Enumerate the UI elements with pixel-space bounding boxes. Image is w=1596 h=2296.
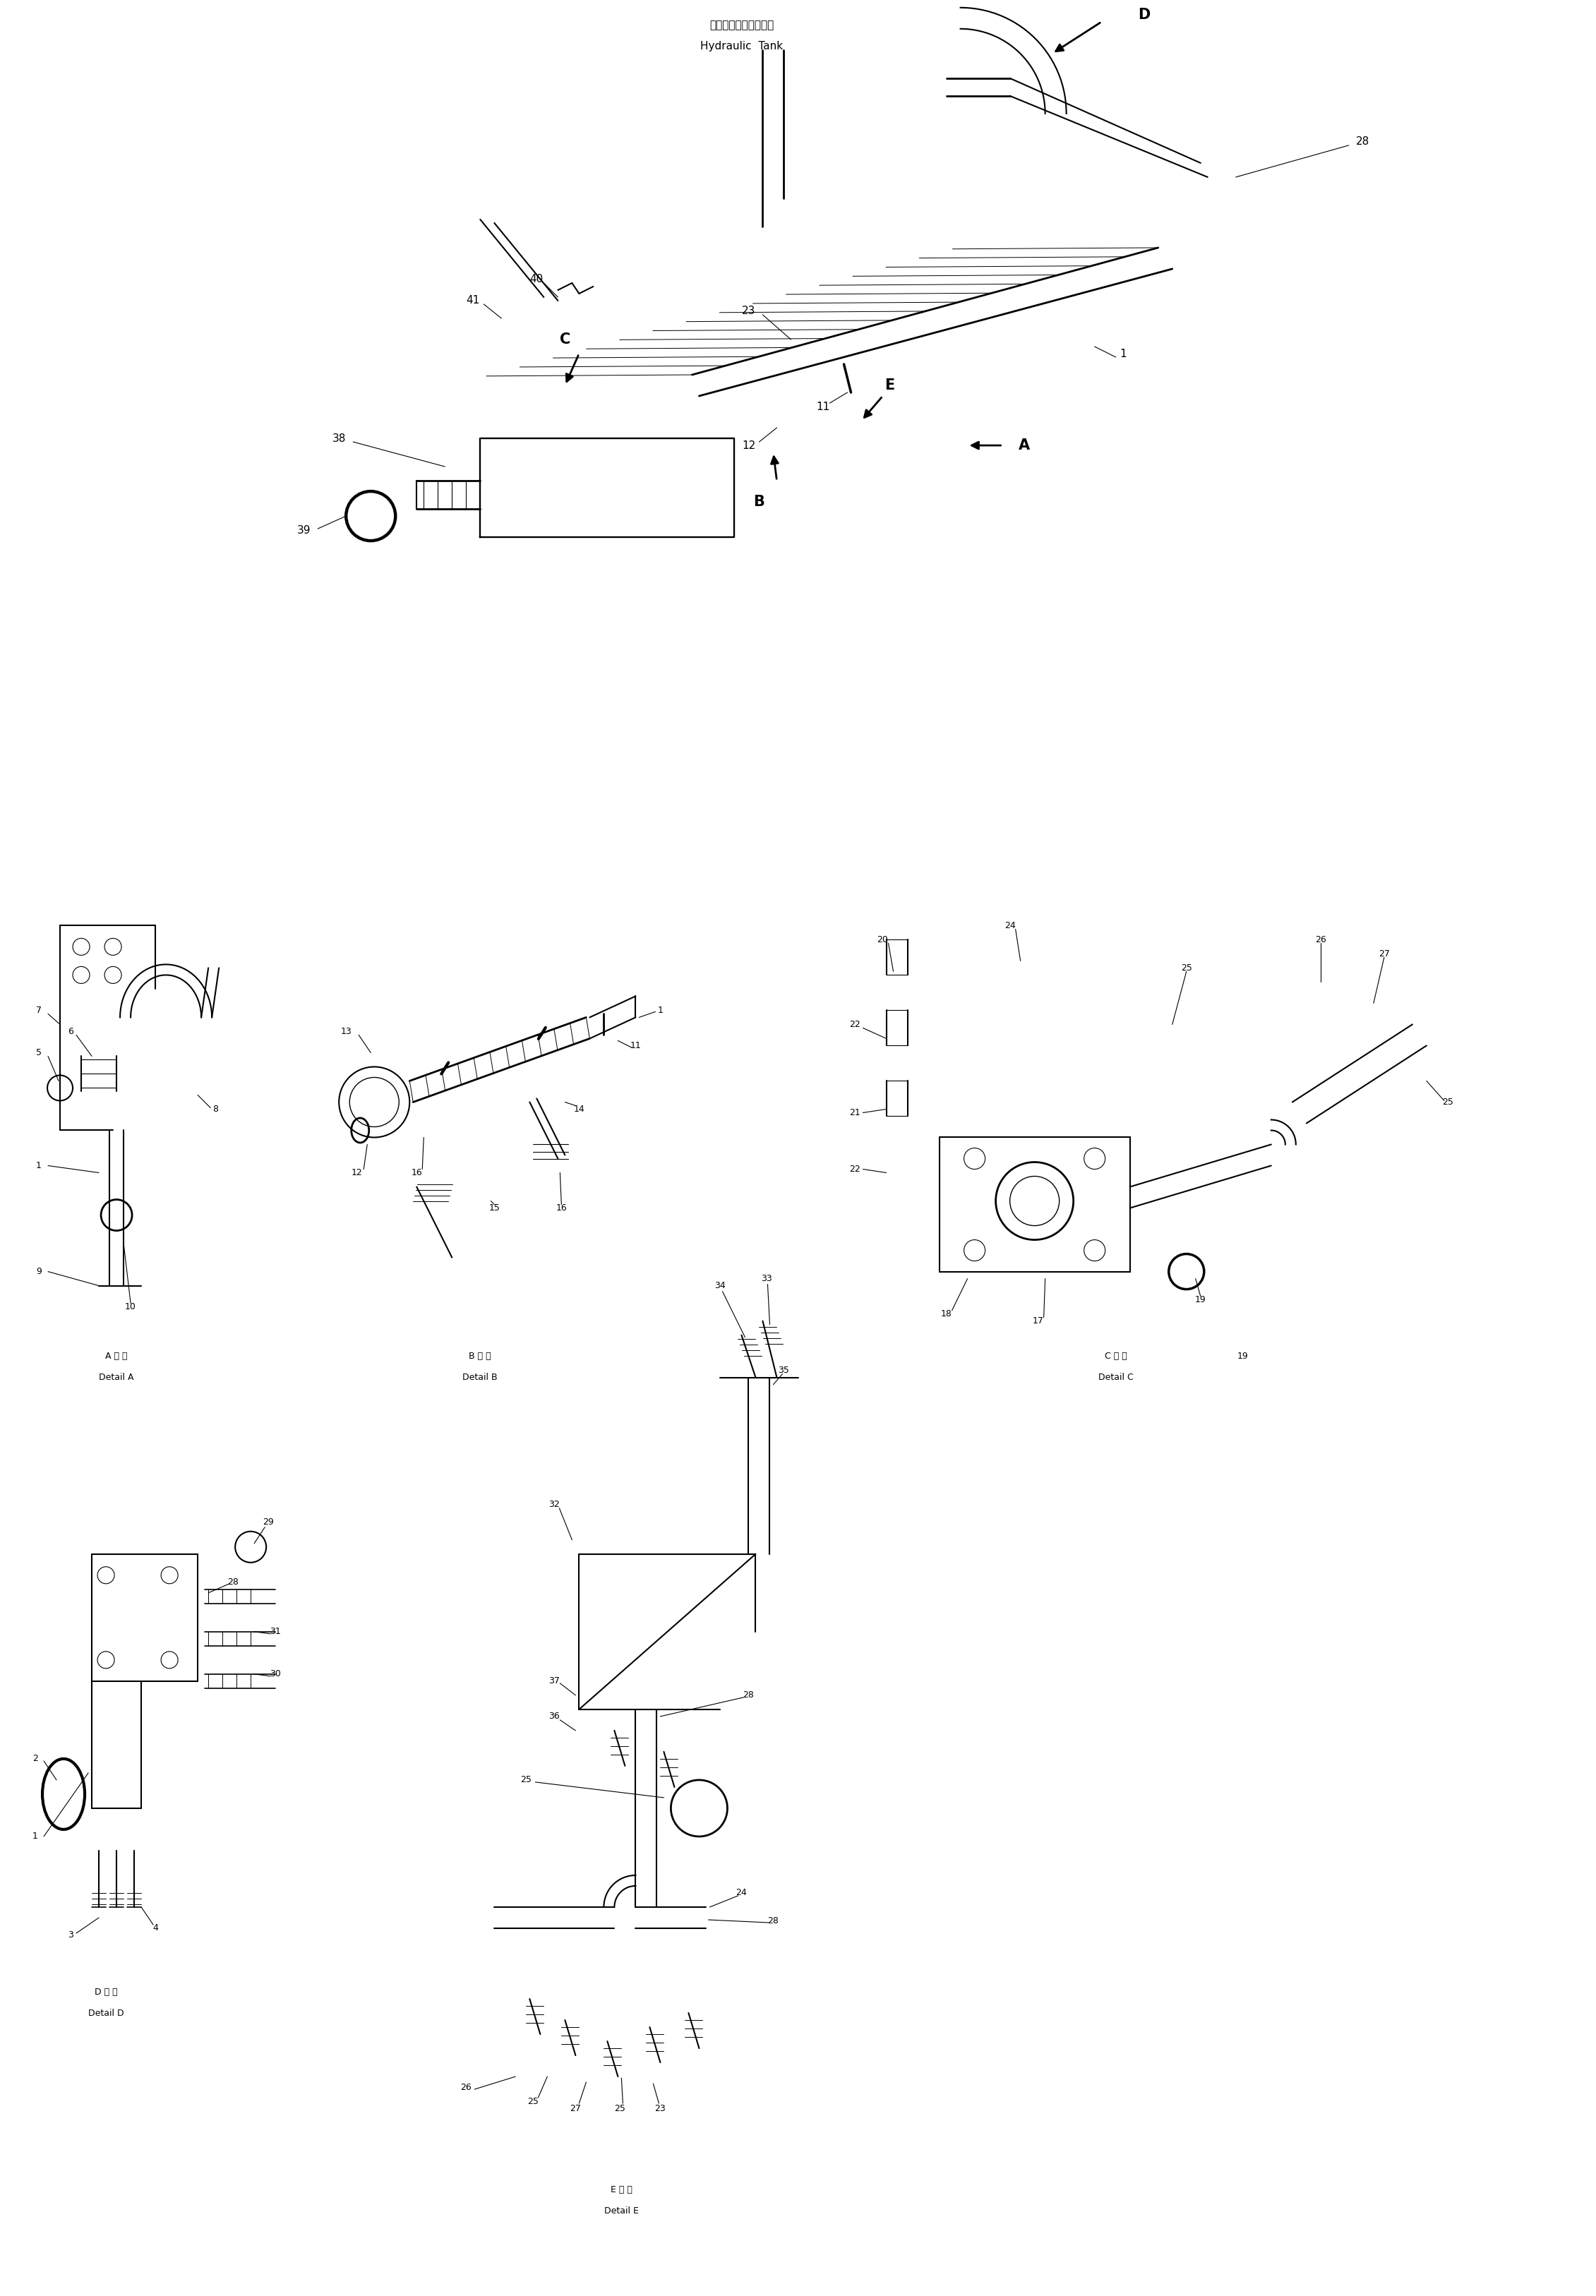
Text: 19: 19 [1195,1295,1207,1304]
Text: C: C [560,333,570,347]
Text: 22: 22 [849,1164,860,1173]
Text: 24: 24 [1004,921,1015,930]
Text: 3: 3 [69,1931,73,1940]
Text: E: E [884,379,895,393]
Text: ハイドロリックタンク: ハイドロリックタンク [709,21,774,30]
Text: Detail E: Detail E [605,2206,638,2216]
Text: 37: 37 [549,1676,560,1685]
Text: 38: 38 [332,434,346,443]
Text: 16: 16 [555,1203,567,1212]
Text: 6: 6 [69,1026,73,1035]
Text: 1: 1 [37,1162,41,1171]
Text: 28: 28 [744,1690,755,1699]
Text: Detail A: Detail A [99,1373,134,1382]
Text: 27: 27 [1379,948,1390,957]
Text: 1: 1 [32,1832,38,1841]
Text: 18: 18 [940,1309,951,1318]
Text: 32: 32 [549,1499,560,1508]
Text: 22: 22 [849,1019,860,1029]
Text: 12: 12 [351,1169,362,1178]
Text: A 詳 細: A 詳 細 [105,1352,128,1362]
Text: 9: 9 [37,1267,41,1277]
Text: Detail B: Detail B [463,1373,498,1382]
Text: 4: 4 [153,1924,158,1933]
Text: 17: 17 [1033,1316,1044,1325]
Text: 25: 25 [528,2096,539,2105]
Text: 30: 30 [270,1669,281,1678]
Text: 19: 19 [1237,1352,1248,1362]
Text: E 詳 細: E 詳 細 [611,2186,632,2195]
Text: 40: 40 [530,273,544,285]
Text: 1: 1 [658,1006,662,1015]
Text: 25: 25 [614,2103,626,2112]
Text: Detail D: Detail D [88,2009,124,2018]
Text: 34: 34 [715,1281,726,1290]
Text: 41: 41 [466,296,480,305]
Text: 28: 28 [1357,135,1369,147]
Text: 29: 29 [263,1518,275,1527]
Text: 20: 20 [878,934,889,944]
Text: 7: 7 [37,1006,41,1015]
Text: 12: 12 [742,441,755,450]
Text: 21: 21 [849,1109,860,1118]
Text: 11: 11 [816,402,830,411]
Text: 13: 13 [340,1026,351,1035]
Text: Hydraulic  Tank: Hydraulic Tank [701,41,784,53]
Text: 8: 8 [212,1104,219,1114]
Text: 24: 24 [736,1887,747,1896]
Text: 36: 36 [549,1713,560,1722]
Text: C 詳 細: C 詳 細 [1104,1352,1127,1362]
Text: 39: 39 [297,526,311,535]
Text: D 詳 細: D 詳 細 [94,1988,118,1998]
Text: Detail C: Detail C [1098,1373,1133,1382]
Text: A: A [1018,439,1029,452]
Text: 26: 26 [461,2082,472,2092]
Text: 16: 16 [412,1169,423,1178]
Text: 26: 26 [1315,934,1326,944]
Text: 10: 10 [124,1302,136,1311]
Text: 28: 28 [768,1917,779,1926]
Text: 14: 14 [573,1104,584,1114]
Text: 28: 28 [228,1577,239,1587]
Text: 25: 25 [520,1775,531,1784]
Text: 25: 25 [1443,1097,1454,1107]
Text: 27: 27 [570,2103,581,2112]
Text: 23: 23 [742,305,755,317]
Text: 2: 2 [32,1754,38,1763]
Text: 35: 35 [779,1366,790,1375]
Text: 5: 5 [37,1047,41,1056]
Text: B: B [753,496,764,510]
Text: B 詳 細: B 詳 細 [469,1352,492,1362]
Text: D: D [1138,7,1151,21]
Text: 23: 23 [654,2103,666,2112]
Text: 11: 11 [630,1040,642,1049]
Text: 33: 33 [761,1274,772,1283]
Text: 31: 31 [270,1628,281,1637]
Text: 25: 25 [1181,964,1192,974]
Text: 15: 15 [488,1203,500,1212]
Text: 1: 1 [1119,349,1127,358]
